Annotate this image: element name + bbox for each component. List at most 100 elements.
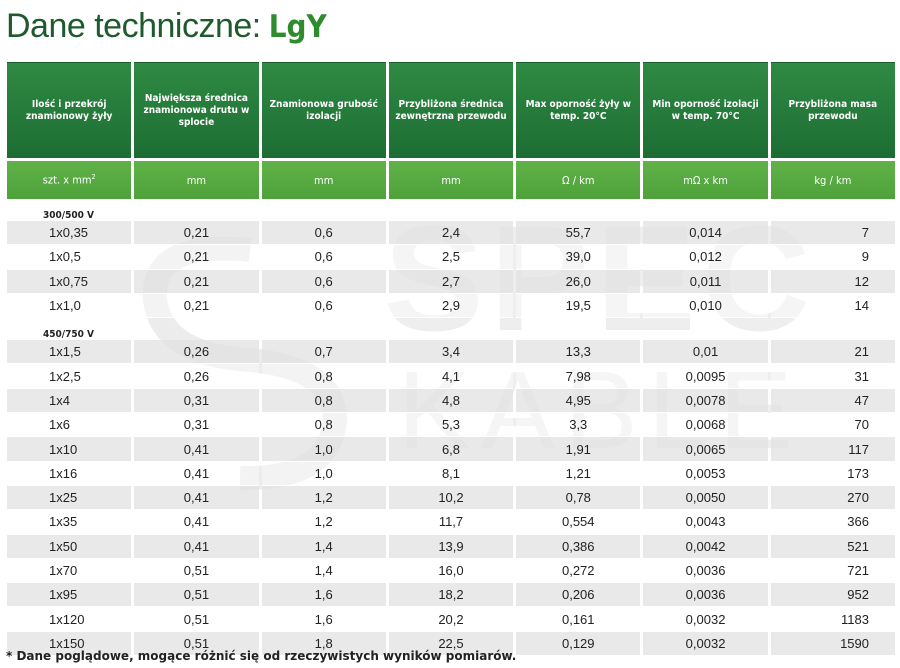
- col-header-outer-diameter: Przybliżona średnica zewnętrzna przewodu: [388, 62, 514, 158]
- cell-min-insulation-resistance: 0,011: [643, 269, 768, 294]
- cell-min-insulation-resistance: 0,0032: [643, 607, 768, 632]
- cell-wire-diameter: 0,51: [134, 558, 259, 584]
- cell-outer-diameter: 11,7: [388, 510, 514, 535]
- cell-mass: 47: [770, 388, 895, 414]
- cell-mass: 1183: [770, 607, 895, 632]
- cell-max-resistance: 13,3: [516, 340, 641, 365]
- table-row: 1x4 0,31 0,8 4,8 4,95 0,0078 47: [7, 388, 895, 414]
- table-row: 1x35 0,41 1,2 11,7 0,554 0,0043 366: [7, 510, 895, 535]
- section-header-row: 300/500 V: [7, 199, 895, 221]
- cell-wire-diameter: 0,21: [134, 269, 259, 294]
- cell-mass: 366: [770, 510, 895, 535]
- unit-min-insulation-resistance: mΩ x km: [643, 158, 768, 199]
- cell-min-insulation-resistance: 0,0053: [643, 461, 768, 486]
- cell-insulation: 0,6: [261, 245, 386, 270]
- cell-max-resistance: 0,161: [516, 607, 641, 632]
- cell-wire-diameter: 0,41: [134, 510, 259, 535]
- cell-wire-diameter: 0,41: [134, 534, 259, 559]
- cell-outer-diameter: 13,9: [388, 534, 514, 559]
- cell-outer-diameter: 2,4: [388, 221, 514, 246]
- col-header-mass: Przybliżona masa przewodu: [770, 62, 895, 158]
- table-row: 1x16 0,41 1,0 8,1 1,21 0,0053 173: [7, 461, 895, 486]
- table-body: 300/500 V 1x0,35 0,21 0,6 2,4 55,7 0,014 7 1x0,5…: [7, 199, 895, 657]
- cell-insulation: 1,0: [261, 437, 386, 462]
- footnote: * Dane poglądowe, mogące różnić się od r…: [6, 649, 517, 663]
- cell-outer-diameter: 6,8: [388, 437, 514, 462]
- cell-wire-diameter: 0,51: [134, 607, 259, 632]
- cell-cross-section: 1x6: [7, 413, 132, 438]
- cell-mass: 521: [770, 534, 895, 559]
- table-row: 1x150 0,51 1,8 22,5 0,129 0,0032 1590: [7, 631, 895, 657]
- table-row: 1x0,35 0,21 0,6 2,4 55,7 0,014 7: [7, 221, 895, 246]
- cell-mass: 952: [770, 583, 895, 608]
- cell-min-insulation-resistance: 0,012: [643, 245, 768, 270]
- cell-outer-diameter: 20,2: [388, 607, 514, 632]
- table-row: 1x0,75 0,21 0,6 2,7 26,0 0,011 12: [7, 269, 895, 294]
- cell-max-resistance: 1,21: [516, 461, 641, 486]
- cell-insulation: 0,8: [261, 388, 386, 414]
- unit-insulation: mm: [261, 158, 386, 199]
- cell-max-resistance: 55,7: [516, 221, 641, 246]
- cell-insulation: 1,0: [261, 461, 386, 486]
- cell-max-resistance: 0,78: [516, 485, 641, 511]
- title-prefix: Dane techniczne:: [6, 7, 261, 45]
- unit-superscript: 2: [91, 173, 96, 182]
- header-row: Ilość i przekrój znamionowy żyły Najwięk…: [7, 62, 895, 158]
- cell-outer-diameter: 10,2: [388, 485, 514, 511]
- cell-outer-diameter: 2,9: [388, 293, 514, 319]
- cell-insulation: 0,7: [261, 340, 386, 365]
- cell-min-insulation-resistance: 0,0032: [643, 631, 768, 657]
- table-row: 1x120 0,51 1,6 20,2 0,161 0,0032 1183: [7, 607, 895, 632]
- cell-outer-diameter: 22,5: [388, 631, 514, 657]
- cell-insulation: 1,2: [261, 510, 386, 535]
- table-row: 1x1,5 0,26 0,7 3,4 13,3 0,01 21: [7, 340, 895, 365]
- cell-min-insulation-resistance: 0,0095: [643, 364, 768, 389]
- cell-wire-diameter: 0,21: [134, 245, 259, 270]
- cell-insulation: 0,8: [261, 364, 386, 389]
- cell-min-insulation-resistance: 0,0068: [643, 413, 768, 438]
- cell-cross-section: 1x10: [7, 437, 132, 462]
- col-header-insulation: Znamionowa grubość izolacji: [261, 62, 386, 158]
- cell-cross-section: 1x70: [7, 558, 132, 584]
- cell-wire-diameter: 0,31: [134, 413, 259, 438]
- cell-cross-section: 1x0,35: [7, 221, 132, 246]
- cell-min-insulation-resistance: 0,0042: [643, 534, 768, 559]
- cell-wire-diameter: 0,21: [134, 293, 259, 319]
- cell-mass: 21: [770, 340, 895, 365]
- cell-min-insulation-resistance: 0,0078: [643, 388, 768, 414]
- unit-cross-section: szt. x mm2: [7, 158, 132, 199]
- col-header-wire-diameter: Największa średnica znamionowa drutu w s…: [134, 62, 259, 158]
- table-row: 1x50 0,41 1,4 13,9 0,386 0,0042 521: [7, 534, 895, 559]
- cell-cross-section: 1x1,0: [7, 293, 132, 319]
- spec-table: Ilość i przekrój znamionowy żyły Najwięk…: [4, 62, 898, 657]
- cell-outer-diameter: 2,7: [388, 269, 514, 294]
- cell-cross-section: 1x35: [7, 510, 132, 535]
- table-row: 1x95 0,51 1,6 18,2 0,206 0,0036 952: [7, 583, 895, 608]
- cell-outer-diameter: 8,1: [388, 461, 514, 486]
- cell-cross-section: 1x50: [7, 534, 132, 559]
- unit-max-resistance: Ω / km: [516, 158, 641, 199]
- cell-max-resistance: 0,386: [516, 534, 641, 559]
- cell-wire-diameter: 0,41: [134, 437, 259, 462]
- cell-wire-diameter: 0,21: [134, 221, 259, 246]
- cell-mass: 1590: [770, 631, 895, 657]
- cell-outer-diameter: 3,4: [388, 340, 514, 365]
- col-header-cross-section: Ilość i przekrój znamionowy żyły: [7, 62, 132, 158]
- cell-mass: 14: [770, 293, 895, 319]
- cell-max-resistance: 7,98: [516, 364, 641, 389]
- cell-outer-diameter: 4,1: [388, 364, 514, 389]
- cell-mass: 721: [770, 558, 895, 584]
- voltage-section-label: 300/500 V: [43, 210, 94, 221]
- cell-max-resistance: 3,3: [516, 413, 641, 438]
- cell-outer-diameter: 18,2: [388, 583, 514, 608]
- cell-min-insulation-resistance: 0,010: [643, 293, 768, 319]
- page-title: Dane techniczne: LgY: [6, 6, 327, 46]
- cell-outer-diameter: 2,5: [388, 245, 514, 270]
- cell-insulation: 1,6: [261, 583, 386, 608]
- cell-mass: 270: [770, 485, 895, 511]
- section-header-row: 450/750 V: [7, 318, 895, 340]
- cell-cross-section: 1x0,75: [7, 269, 132, 294]
- cell-cross-section: 1x2,5: [7, 364, 132, 389]
- cell-wire-diameter: 0,26: [134, 340, 259, 365]
- cell-outer-diameter: 4,8: [388, 388, 514, 414]
